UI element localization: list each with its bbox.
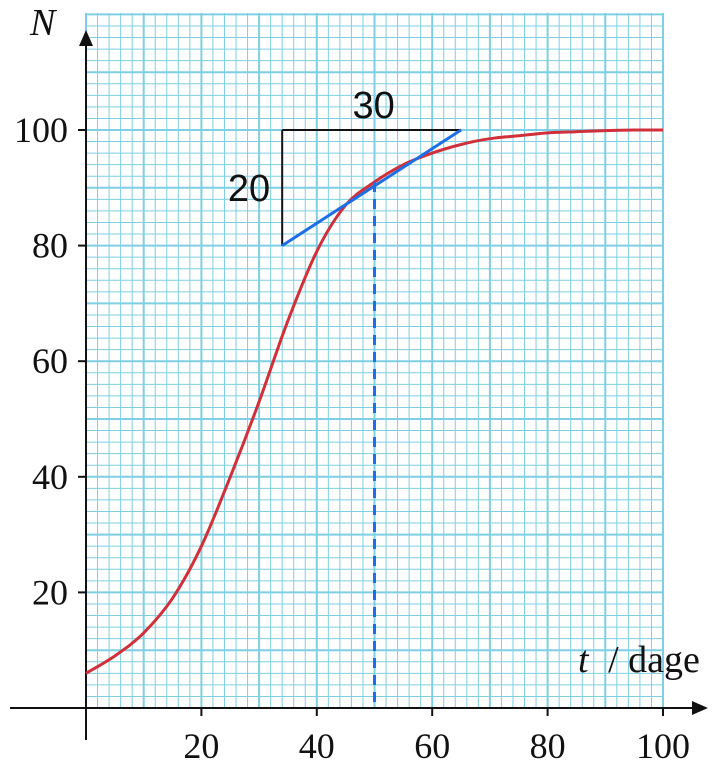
x-axis-variable: t [578,639,590,681]
run-label: 30 [352,85,394,127]
x-axis-unit: / dage [608,639,700,681]
axes [10,30,708,740]
y-tick-label: 60 [32,341,68,381]
x-tick-label: 40 [299,726,335,766]
x-tick-label: 80 [530,726,566,766]
y-axis-label: N [29,2,58,44]
y-tick-label: 20 [32,572,68,612]
curve-layer [85,128,664,675]
x-tick-label: 20 [183,726,219,766]
x-axis-arrow [692,701,708,715]
y-axis-arrow [79,30,93,46]
growth-curve [85,128,664,675]
y-tick-label: 100 [14,110,68,150]
tick-labels: 20 40 60 80 100 20 40 60 80 100 [14,110,690,766]
tangent-annotation: 30 20 [228,85,462,708]
y-tick-label: 80 [32,226,68,266]
x-tick-label: 100 [636,726,690,766]
rise-label: 20 [228,168,270,210]
tangent-line [281,128,462,247]
y-tick-label: 40 [32,457,68,497]
x-axis-label: t / dage [578,639,700,681]
x-tick-label: 60 [414,726,450,766]
